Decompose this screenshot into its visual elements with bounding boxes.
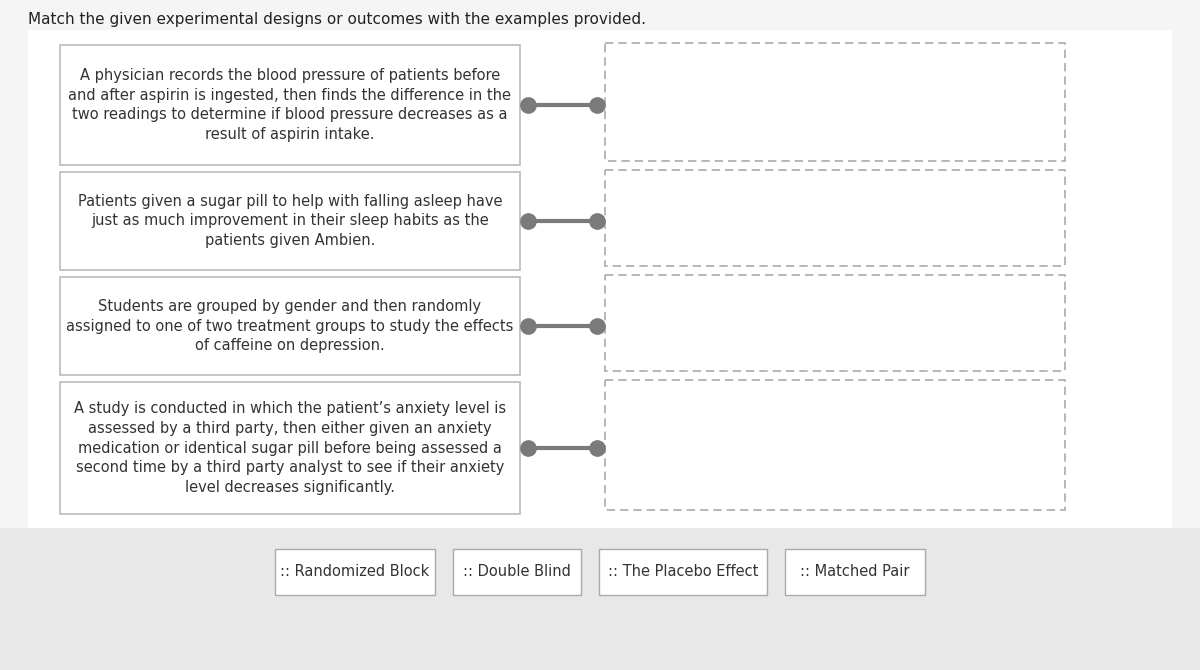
Text: :: Matched Pair: :: Matched Pair — [800, 565, 910, 580]
FancyBboxPatch shape — [60, 45, 520, 165]
FancyBboxPatch shape — [599, 549, 767, 595]
Text: :: Double Blind: :: Double Blind — [463, 565, 571, 580]
FancyBboxPatch shape — [28, 30, 1172, 540]
Text: A study is conducted in which the patient’s anxiety level is
assessed by a third: A study is conducted in which the patien… — [74, 401, 506, 495]
FancyBboxPatch shape — [605, 43, 1066, 161]
Text: Match the given experimental designs or outcomes with the examples provided.: Match the given experimental designs or … — [28, 12, 646, 27]
FancyBboxPatch shape — [60, 382, 520, 514]
FancyBboxPatch shape — [275, 549, 436, 595]
Text: Students are grouped by gender and then randomly
assigned to one of two treatmen: Students are grouped by gender and then … — [66, 299, 514, 353]
FancyBboxPatch shape — [0, 528, 1200, 670]
FancyBboxPatch shape — [60, 172, 520, 270]
FancyBboxPatch shape — [605, 275, 1066, 371]
Text: Patients given a sugar pill to help with falling asleep have
just as much improv: Patients given a sugar pill to help with… — [78, 194, 503, 249]
Text: :: Randomized Block: :: Randomized Block — [281, 565, 430, 580]
FancyBboxPatch shape — [454, 549, 581, 595]
FancyBboxPatch shape — [605, 170, 1066, 266]
FancyBboxPatch shape — [785, 549, 925, 595]
Text: A physician records the blood pressure of patients before
and after aspirin is i: A physician records the blood pressure o… — [68, 68, 511, 142]
FancyBboxPatch shape — [605, 380, 1066, 510]
Text: :: The Placebo Effect: :: The Placebo Effect — [608, 565, 758, 580]
FancyBboxPatch shape — [60, 277, 520, 375]
